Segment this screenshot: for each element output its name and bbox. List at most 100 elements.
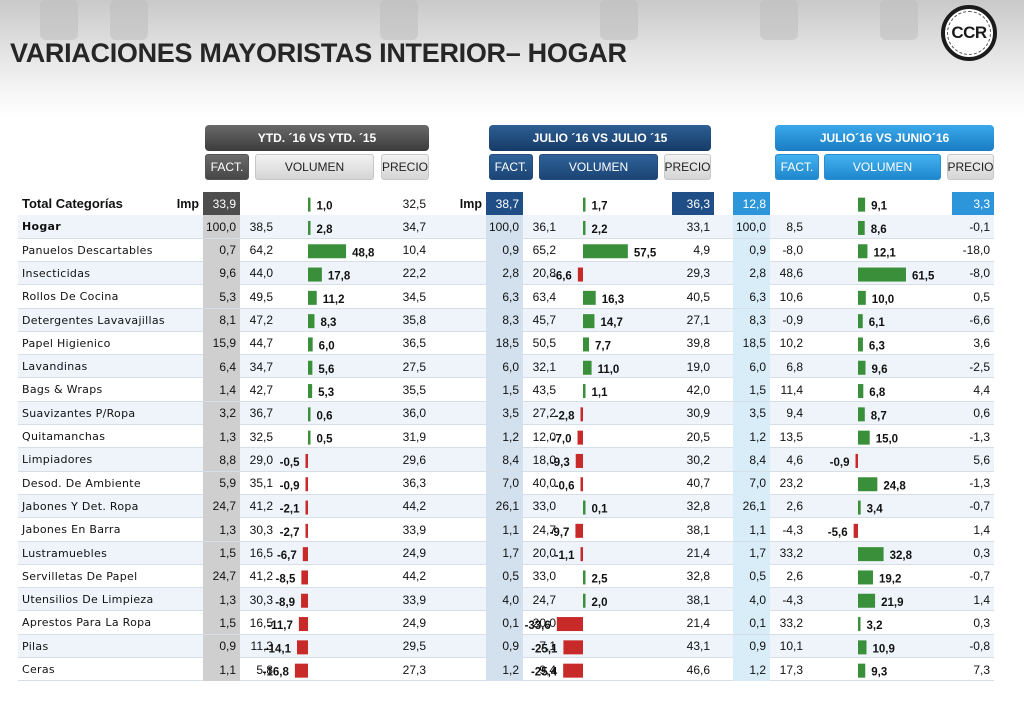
- imp-junio: 1,5: [733, 378, 770, 402]
- fact-julio: 20,8: [532, 266, 556, 281]
- imp-junio: 2,8: [733, 261, 770, 285]
- precio-ytd: 36,5: [402, 336, 426, 351]
- precio-julio: 40,7: [686, 476, 710, 491]
- table-row: Utensilios De Limpieza 1,3 30,3 33,9 4,0 24,7…: [0, 588, 1024, 612]
- subheader-fact-julio: FACT.: [489, 154, 533, 180]
- group-header-junio: JULIO´16 VS JUNIO´16: [775, 125, 994, 151]
- precio-junio: -0,8: [969, 639, 990, 654]
- table-row: Desod. De Ambiente 5,9 35,1 36,3 7,0 40,0 40,7…: [0, 471, 1024, 495]
- precio-junio: 3,6: [973, 336, 990, 351]
- imp-junio: 1,7: [733, 541, 770, 565]
- imp-julio: 100,0: [486, 215, 523, 239]
- subheader-volumen-ytd: VOLUMEN: [255, 154, 374, 180]
- imp-julio: 7,0: [486, 471, 523, 495]
- fact-ytd: 34,7: [249, 359, 273, 374]
- fact-julio: 50,5: [532, 336, 556, 351]
- fact-junio: 10,6: [779, 289, 803, 304]
- imp-julio: 18,5: [486, 331, 523, 355]
- precio-junio: -6,6: [969, 313, 990, 327]
- category-name: Ceras: [22, 663, 55, 676]
- header-fact-julio: 38,7: [486, 192, 523, 215]
- precio-ytd: 31,9: [402, 429, 426, 444]
- table-row: Papel Higienico 15,9 44,7 36,5 18,5 50,5 39,8 1…: [0, 331, 1024, 355]
- header-precio-junio: 3,3: [952, 192, 994, 215]
- fact-junio: 2,6: [786, 569, 803, 584]
- precio-junio: -1,3: [969, 429, 990, 444]
- precio-ytd: 29,5: [402, 639, 426, 654]
- precio-julio: 46,6: [686, 662, 710, 677]
- precio-ytd: 36,0: [402, 406, 426, 421]
- table-row: Limpiadores 8,8 29,0 29,6 8,4 18,0 30,2 8,4 4,6 5…: [0, 448, 1024, 472]
- precio-ytd: 29,6: [402, 452, 426, 467]
- precio-ytd: 27,5: [402, 359, 426, 374]
- precio-julio: 27,1: [686, 313, 710, 327]
- precio-ytd: 33,9: [402, 522, 426, 537]
- imp-julio: 1,1: [486, 518, 523, 542]
- imp-julio: 0,9: [486, 238, 523, 262]
- header-precio-ytd: 32,5: [402, 196, 426, 211]
- imp-ytd: 8,1: [203, 308, 240, 332]
- table-row: Rollos De Cocina 5,3 49,5 34,5 6,3 63,4 40,5 6,…: [0, 285, 1024, 309]
- precio-ytd: 24,9: [402, 615, 426, 630]
- fact-ytd: 41,2: [249, 569, 273, 584]
- fact-junio: -0,9: [782, 313, 803, 327]
- imp-ytd: 6,4: [203, 355, 240, 379]
- precio-ytd: 36,3: [402, 476, 426, 491]
- fact-julio: 63,4: [532, 289, 556, 304]
- imp-ytd: 1,3: [203, 518, 240, 542]
- fact-junio: 4,6: [786, 452, 803, 467]
- imp-junio: 1,2: [733, 658, 770, 681]
- precio-julio: 19,0: [686, 359, 710, 374]
- precio-junio: 1,4: [973, 592, 990, 607]
- imp-ytd: 1,5: [203, 541, 240, 565]
- imp-julio: 1,5: [486, 378, 523, 402]
- precio-ytd: 35,5: [402, 382, 426, 397]
- precio-junio: 0,5: [973, 289, 990, 304]
- table-row: Jabones Y Det. Ropa 24,7 41,2 44,2 26,1 33,0 3…: [0, 494, 1024, 518]
- fact-junio: -4,3: [782, 522, 803, 537]
- precio-julio: 30,2: [686, 452, 710, 467]
- category-name: Limpiadores: [22, 453, 93, 467]
- precio-ytd: 24,9: [402, 546, 426, 560]
- table-row: Servilletas De Papel 24,7 41,2 44,2 0,5 33,0 3…: [0, 564, 1024, 588]
- header-fact-ytd: 33,9: [203, 192, 240, 215]
- category-name: Bags & Wraps: [22, 383, 103, 397]
- precio-julio: 21,4: [686, 615, 710, 630]
- precio-ytd: 22,2: [402, 266, 426, 281]
- imp-junio: 1,1: [733, 518, 770, 542]
- imp-julio: 4,0: [486, 588, 523, 612]
- fact-junio: 23,2: [779, 476, 803, 491]
- precio-junio: 4,4: [973, 382, 990, 397]
- fact-ytd: 64,2: [249, 243, 273, 258]
- imp-julio: 6,3: [486, 285, 523, 309]
- imp-ytd: 100,0: [203, 215, 240, 239]
- fact-ytd: 30,3: [249, 522, 273, 537]
- subheader-volumen-julio: VOLUMEN: [539, 154, 658, 180]
- precio-julio: 32,8: [686, 499, 710, 514]
- fact-ytd: 29,0: [249, 452, 273, 467]
- precio-ytd: 34,5: [402, 289, 426, 304]
- category-name: Utensilios De Limpieza: [22, 593, 154, 607]
- page-title: VARIACIONES MAYORISTAS INTERIOR– HOGAR: [10, 38, 627, 68]
- category-name: Pilas: [22, 639, 49, 653]
- category-name: Panuelos Descartables: [22, 243, 153, 257]
- imp-julio: 2,8: [486, 261, 523, 285]
- precio-junio: 0,6: [973, 406, 990, 421]
- table-row: Ceras 1,1 5,8 27,3 1,2 9,4 46,6 1,2 17,3 7,3: [0, 658, 1024, 681]
- imp-junio: 0,5: [733, 564, 770, 588]
- table-row: Insecticidas 9,6 44,0 22,2 2,8 20,8 29,3 2,8 48,…: [0, 261, 1024, 285]
- category-name: Rollos De Cocina: [22, 290, 119, 304]
- precio-julio: 29,3: [686, 266, 710, 281]
- category-name: Suavizantes P/Ropa: [22, 406, 136, 420]
- imp-ytd: 1,1: [203, 658, 240, 681]
- group-header-ytd: YTD. ´16 VS YTD. ´15: [205, 125, 429, 151]
- table-row: Suavizantes P/Ropa 3,2 36,7 36,0 3,5 27,2 30,9…: [0, 401, 1024, 425]
- fact-junio: 17,3: [779, 662, 803, 677]
- imp-junio: 8,4: [733, 448, 770, 472]
- table-row: Panuelos Descartables 0,7 64,2 10,4 0,9 65,2 4…: [0, 238, 1024, 262]
- imp-julio: 6,0: [486, 355, 523, 379]
- fact-ytd: 16,5: [249, 546, 273, 560]
- subheader-precio-julio: PRECIO: [664, 154, 711, 180]
- fact-junio: 10,1: [779, 639, 803, 654]
- fact-ytd: 35,1: [249, 476, 273, 491]
